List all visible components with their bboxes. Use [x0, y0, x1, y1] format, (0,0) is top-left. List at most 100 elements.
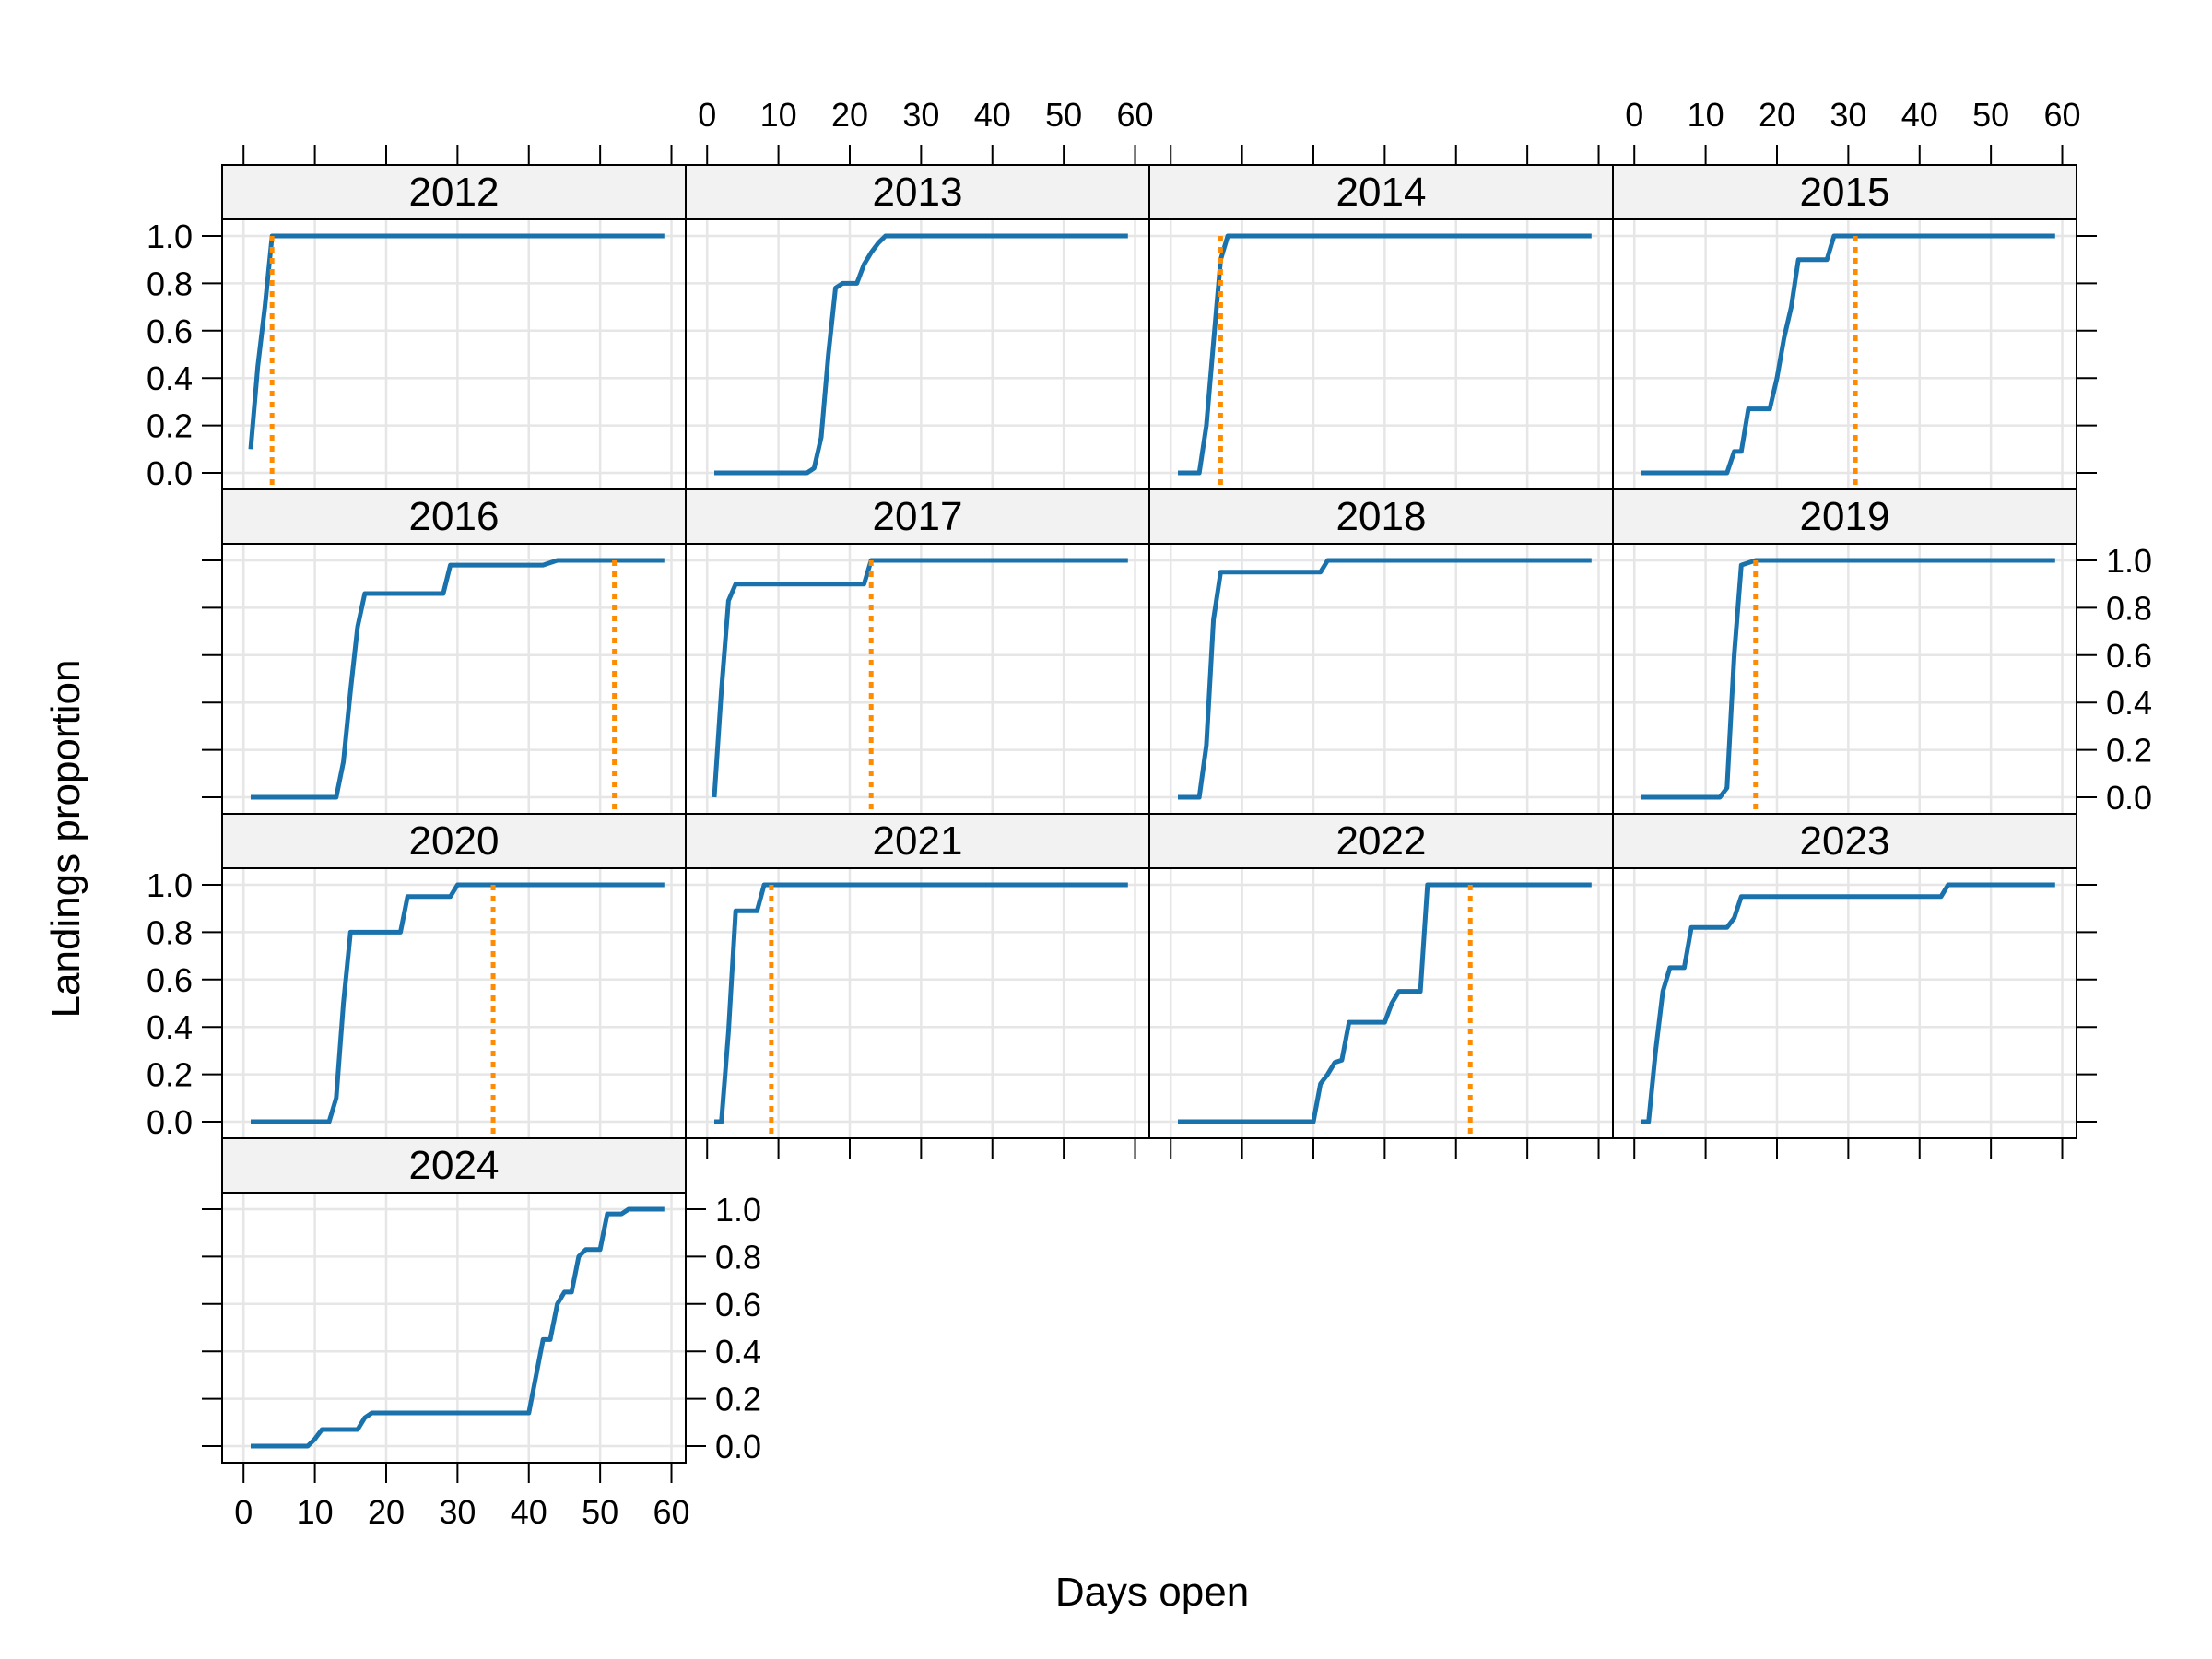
series-line-2018 [1178, 558, 1592, 800]
x-tick-label: 30 [439, 1493, 476, 1531]
y-tick-label: 0.2 [715, 1381, 761, 1418]
panel-frame [221, 218, 687, 490]
panel-strip [221, 488, 687, 545]
panel-2018: 2018 [1148, 488, 1614, 815]
x-tick-label: 50 [582, 1493, 618, 1531]
x-tick-label: 0 [234, 1493, 253, 1531]
y-axis-label: Landings proportion [43, 660, 88, 1018]
panel-2015: 2015 [1612, 164, 2077, 490]
panel-grid [1613, 219, 2077, 489]
panel-title: 2022 [1336, 818, 1427, 864]
panel-title: 2024 [409, 1143, 500, 1188]
y-tick-label: 0.0 [2106, 779, 2152, 817]
series-line-2023 [1641, 882, 2055, 1124]
panel-strip [1612, 488, 2077, 545]
panel-strip [685, 813, 1150, 869]
panel-grid [1613, 868, 2077, 1138]
panel-strip [1612, 164, 2077, 220]
panel-title: 2018 [1336, 494, 1427, 539]
x-axis-bottom-2023 [1633, 1138, 2064, 1159]
panel-grid [222, 1193, 686, 1463]
y-tick-label: 0.8 [2106, 589, 2152, 627]
series-line-2014 [1178, 233, 1592, 476]
x-tick-label: 60 [653, 1493, 689, 1531]
y-axis-right-2015 [2077, 234, 2097, 475]
y-tick-label: 1.0 [715, 1191, 761, 1229]
y-tick-label: 0.8 [147, 265, 193, 302]
y-tick-label: 0.8 [715, 1238, 761, 1276]
panel-frame [221, 867, 687, 1139]
y-tick-label: 0.4 [715, 1333, 761, 1371]
y-tick-label: 0.2 [2106, 732, 2152, 770]
y-tick-label: 0.6 [147, 961, 193, 999]
y-tick-label: 0.6 [715, 1286, 761, 1324]
series-line-2013 [714, 233, 1128, 476]
x-tick-label: 30 [902, 96, 939, 134]
panel-title: 2019 [1800, 494, 1890, 539]
panel-grid [222, 868, 686, 1138]
panel-2024: 2024 [221, 1137, 687, 1464]
x-axis-top-2015: 0 10 20 30 40 50 60 [1625, 96, 2081, 165]
y-axis-right-2019: 0.0 0.2 0.4 0.6 0.8 1.0 [2077, 542, 2152, 817]
panel-frame [1612, 543, 2077, 815]
panel-strip [685, 164, 1150, 220]
series-line-2024 [251, 1206, 665, 1449]
y-tick-label: 0.0 [147, 454, 193, 492]
y-axis-left-2024 [202, 1207, 222, 1448]
panel-grid [686, 219, 1149, 489]
x-tick-label: 0 [1625, 96, 1643, 134]
panel-strip [1148, 164, 1614, 220]
panel-frame [1612, 867, 2077, 1139]
panel-grid [222, 219, 686, 489]
x-tick-label: 10 [760, 96, 797, 134]
x-tick-label: 0 [698, 96, 716, 134]
x-axis-bottom-2024: 0 10 20 30 40 50 60 [234, 1463, 690, 1531]
x-tick-label: 20 [1759, 96, 1795, 134]
x-tick-label: 40 [1901, 96, 1938, 134]
y-axis-left-2012: 0.0 0.2 0.4 0.6 0.8 1.0 [147, 218, 222, 492]
panel-2012: 2012 [221, 164, 687, 490]
panel-title: 2020 [409, 818, 500, 864]
y-axis-right-2023 [2077, 883, 2097, 1124]
panel-frame [221, 1192, 687, 1464]
panel-strip [1612, 813, 2077, 869]
panel-frame [685, 218, 1150, 490]
y-axis-left-2016 [202, 559, 222, 799]
panel-2022: 2022 [1148, 813, 1614, 1139]
x-axis-bottom-2021 [706, 1138, 1136, 1159]
panel-2020: 2020 [221, 813, 687, 1139]
panel-title: 2012 [409, 170, 500, 215]
x-axis-label: Days open [1055, 1570, 1249, 1615]
x-axis-bottom-2022 [1170, 1138, 1600, 1159]
y-tick-label: 1.0 [2106, 542, 2152, 580]
x-tick-label: 20 [831, 96, 868, 134]
panel-frame [1148, 867, 1614, 1139]
y-axis-left-2020: 0.0 0.2 0.4 0.6 0.8 1.0 [147, 866, 222, 1141]
series-line-2022 [1178, 882, 1592, 1124]
x-tick-label: 50 [1972, 96, 2009, 134]
x-tick-label: 40 [974, 96, 1011, 134]
y-tick-label: 0.4 [2106, 684, 2152, 722]
y-axis-right-2024: 0.0 0.2 0.4 0.6 0.8 1.0 [686, 1191, 761, 1465]
x-tick-label: 30 [1830, 96, 1866, 134]
panel-title: 2016 [409, 494, 500, 539]
panel-2021: 2021 [685, 813, 1150, 1139]
y-tick-label: 0.0 [715, 1428, 761, 1465]
axes-layer: 0 10 20 30 40 50 60 0 10 20 30 40 50 600 10 20 30 40 50 600… [147, 96, 2152, 1531]
panel-title: 2021 [873, 818, 963, 864]
y-tick-label: 0.4 [147, 359, 193, 397]
x-tick-label: 60 [2043, 96, 2080, 134]
x-axis-top-2013: 0 10 20 30 40 50 60 [698, 96, 1154, 165]
panel-title: 2023 [1800, 818, 1890, 864]
y-tick-label: 0.2 [147, 1056, 193, 1094]
panel-grid [1149, 544, 1613, 814]
series-line-2015 [1641, 233, 2055, 476]
panel-strip [221, 813, 687, 869]
panel-grid [1149, 868, 1613, 1138]
y-tick-label: 1.0 [147, 866, 193, 904]
y-tick-label: 0.0 [147, 1103, 193, 1141]
panel-frame [1612, 218, 2077, 490]
x-tick-label: 60 [1116, 96, 1153, 134]
panel-title: 2017 [873, 494, 963, 539]
